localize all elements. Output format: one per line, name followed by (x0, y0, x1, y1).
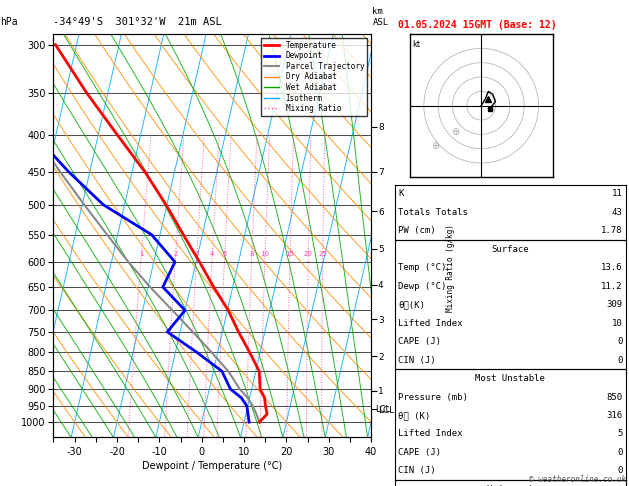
Text: 0: 0 (617, 467, 623, 475)
Text: hPa: hPa (0, 17, 18, 27)
Text: 0: 0 (617, 337, 623, 346)
Text: 11: 11 (612, 190, 623, 198)
Text: 0: 0 (617, 356, 623, 364)
Text: Totals Totals: Totals Totals (398, 208, 468, 217)
Text: 3: 3 (194, 251, 199, 257)
Text: 850: 850 (606, 393, 623, 401)
Text: CIN (J): CIN (J) (398, 467, 436, 475)
Text: θᴄ (K): θᴄ (K) (398, 411, 430, 420)
Text: Lifted Index: Lifted Index (398, 430, 463, 438)
Text: PW (cm): PW (cm) (398, 226, 436, 235)
Text: Surface: Surface (492, 245, 529, 254)
Text: 8: 8 (250, 251, 254, 257)
Text: LCL: LCL (376, 405, 391, 414)
Text: Most Unstable: Most Unstable (476, 374, 545, 383)
Text: -34°49'S  301°32'W  21m ASL: -34°49'S 301°32'W 21m ASL (53, 17, 222, 27)
Text: CAPE (J): CAPE (J) (398, 337, 441, 346)
Text: 4: 4 (210, 251, 214, 257)
Text: Lifted Index: Lifted Index (398, 319, 463, 328)
Text: CIN (J): CIN (J) (398, 356, 436, 364)
Text: kt: kt (413, 40, 421, 49)
Text: 11.2: 11.2 (601, 282, 623, 291)
Text: 43: 43 (612, 208, 623, 217)
Text: 10: 10 (612, 319, 623, 328)
Text: θᴄ(K): θᴄ(K) (398, 300, 425, 309)
Text: ⊕: ⊕ (452, 126, 459, 137)
Text: 1.78: 1.78 (601, 226, 623, 235)
Text: Mixing Ratio (g/kg): Mixing Ratio (g/kg) (446, 224, 455, 312)
Text: Dewp (°C): Dewp (°C) (398, 282, 447, 291)
Text: km
ASL: km ASL (372, 7, 389, 27)
Text: 10: 10 (260, 251, 269, 257)
Text: 15: 15 (286, 251, 294, 257)
Text: © weatheronline.co.uk: © weatheronline.co.uk (529, 474, 626, 484)
X-axis label: Dewpoint / Temperature (°C): Dewpoint / Temperature (°C) (142, 461, 282, 471)
Text: CAPE (J): CAPE (J) (398, 448, 441, 457)
Text: ⊕: ⊕ (431, 141, 440, 151)
Text: Hodograph: Hodograph (486, 485, 535, 486)
Text: 13.6: 13.6 (601, 263, 623, 272)
Text: Pressure (mb): Pressure (mb) (398, 393, 468, 401)
Text: 2: 2 (174, 251, 177, 257)
Text: 20: 20 (304, 251, 313, 257)
Text: 25: 25 (318, 251, 327, 257)
Text: 5: 5 (617, 430, 623, 438)
Legend: Temperature, Dewpoint, Parcel Trajectory, Dry Adiabat, Wet Adiabat, Isotherm, Mi: Temperature, Dewpoint, Parcel Trajectory… (261, 38, 367, 116)
Text: 0: 0 (617, 448, 623, 457)
Text: K: K (398, 190, 404, 198)
Text: 309: 309 (606, 300, 623, 309)
Text: 01.05.2024 15GMT (Base: 12): 01.05.2024 15GMT (Base: 12) (398, 20, 556, 31)
Text: 316: 316 (606, 411, 623, 420)
Text: 1: 1 (139, 251, 143, 257)
Text: 5: 5 (223, 251, 227, 257)
Text: Temp (°C): Temp (°C) (398, 263, 447, 272)
